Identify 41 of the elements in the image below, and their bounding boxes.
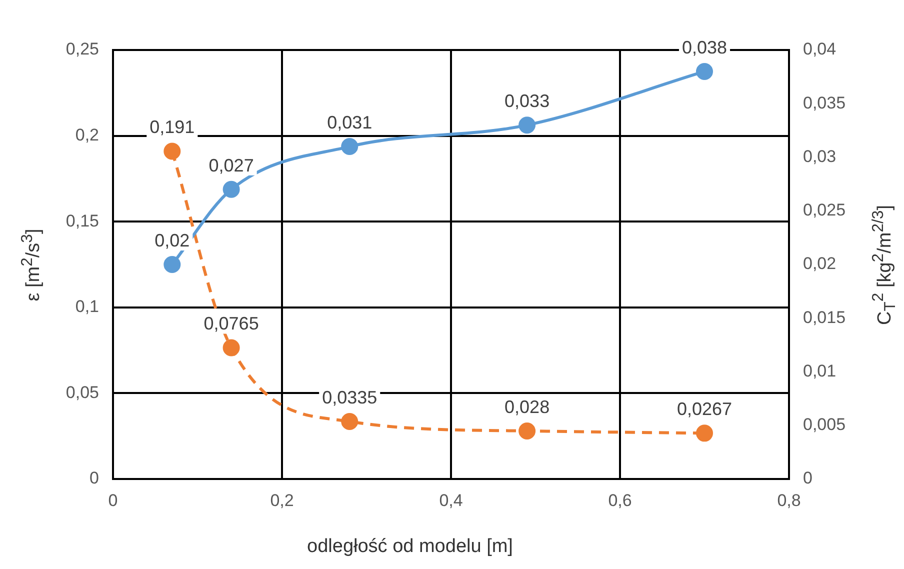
point xyxy=(696,424,713,442)
x-tick-label: 0 xyxy=(108,490,118,510)
y-tick-label: 0 xyxy=(90,468,99,488)
y2-tick-label: 0,005 xyxy=(803,415,846,434)
y2-tick-label: 0 xyxy=(803,468,812,488)
y2-tick-label: 0,02 xyxy=(803,254,836,274)
y2-tick-label: 0,04 xyxy=(803,40,836,59)
data-label: 0,191 xyxy=(150,117,195,138)
data-label: 0,031 xyxy=(327,112,372,132)
x-tick-label: 0,4 xyxy=(439,490,463,510)
data-label: 0,028 xyxy=(504,396,550,417)
data-label: 0,0335 xyxy=(322,387,378,408)
y2-tick-label: 0,025 xyxy=(803,200,846,220)
point xyxy=(518,422,536,440)
point xyxy=(341,138,358,156)
y2-tick-label: 0,035 xyxy=(803,93,846,112)
data-label: 0,027 xyxy=(208,155,254,176)
point xyxy=(518,116,536,134)
y-tick-label: 0,2 xyxy=(75,125,99,144)
data-label: 0,038 xyxy=(682,37,728,58)
y-tick-label: 0,25 xyxy=(66,40,99,59)
y2-tick-label: 0,015 xyxy=(803,308,846,327)
x-tick-label: 0,8 xyxy=(777,490,801,510)
x-tick-label: 0,6 xyxy=(608,490,632,510)
x-tick-label: 0,2 xyxy=(270,490,294,510)
point xyxy=(696,62,713,80)
y-tick-label: 0,15 xyxy=(66,211,99,230)
point xyxy=(164,256,181,273)
x-axis-title: odległość od modelu [m] xyxy=(306,536,514,558)
data-label: 0,0765 xyxy=(204,314,259,334)
y2-tick-label: 0,01 xyxy=(803,361,836,380)
point xyxy=(222,180,240,198)
y-tick-label: 0,1 xyxy=(75,297,99,316)
y2-tick-label: 0,03 xyxy=(803,146,836,166)
data-label: 0,033 xyxy=(504,91,550,112)
y-tick-label: 0,05 xyxy=(66,382,99,402)
point xyxy=(341,413,358,430)
data-label: 0,02 xyxy=(154,230,190,250)
data-label: 0,0267 xyxy=(676,399,732,420)
point xyxy=(164,142,181,160)
point xyxy=(222,339,240,356)
